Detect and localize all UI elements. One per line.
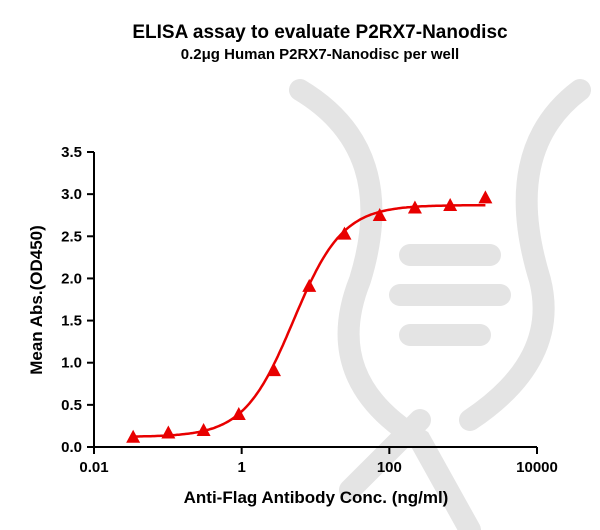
x-tick-label: 100: [377, 459, 402, 476]
x-axis-label: Anti-Flag Antibody Conc. (ng/ml): [184, 488, 449, 507]
x-tick-label: 10000: [516, 459, 558, 476]
dna-watermark: [289, 79, 591, 530]
x-tick-label: 1: [237, 459, 245, 476]
data-point: [372, 208, 387, 222]
data-point: [478, 190, 493, 204]
data-point: [337, 226, 352, 240]
y-tick-label: 3.5: [61, 144, 82, 161]
data-point: [302, 278, 317, 292]
data-point: [161, 425, 176, 439]
x-tick-label: 0.01: [79, 459, 108, 476]
y-tick-label: 0.5: [61, 397, 82, 414]
chart-subtitle: 0.2μg Human P2RX7-Nanodisc per well: [180, 46, 460, 63]
y-tick-label: 0.0: [61, 439, 82, 456]
chart-title: ELISA assay to evaluate P2RX7-Nanodisc: [132, 22, 508, 43]
data-point: [407, 200, 422, 214]
data-point: [231, 406, 246, 420]
axes: 0.01 1 100 10000 0.0 0.5 1.0 1.5 2.0 2.5 3.0 3.5: [61, 144, 558, 476]
y-axis-label: Mean Abs.(OD450): [27, 225, 46, 375]
data-points: [126, 190, 493, 443]
y-tick-label: 1.5: [61, 313, 82, 330]
y-tick-label: 2.5: [61, 228, 82, 245]
data-point: [443, 197, 458, 211]
data-point: [196, 422, 211, 436]
y-tick-label: 2.0: [61, 270, 82, 287]
y-tick-label: 1.0: [61, 355, 82, 372]
fit-curve: [133, 203, 486, 438]
data-point: [126, 429, 141, 443]
y-tick-label: 3.0: [61, 186, 82, 203]
data-point: [266, 363, 281, 377]
